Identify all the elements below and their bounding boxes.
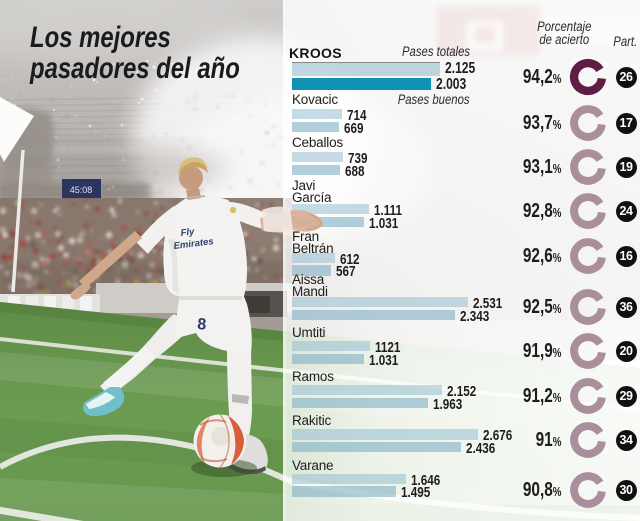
svg-text:45:08: 45:08 — [70, 185, 93, 195]
svg-text:8: 8 — [197, 316, 207, 334]
svg-text:Fly: Fly — [180, 226, 196, 239]
svg-text:Emirates: Emirates — [173, 236, 214, 252]
